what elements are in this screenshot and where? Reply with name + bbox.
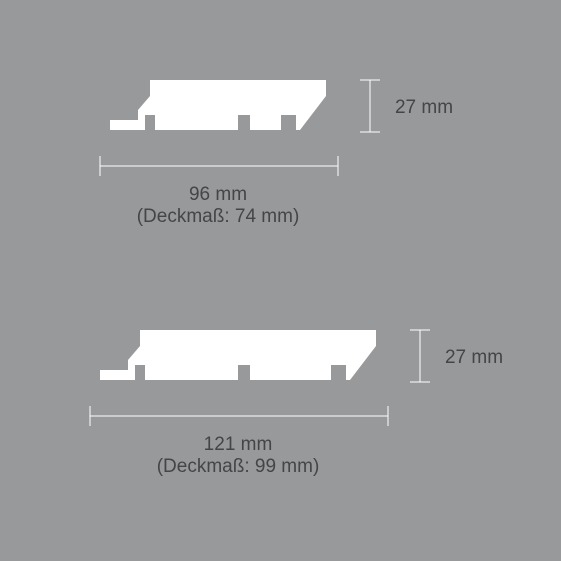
profile-2-width-label: 121 mm	[204, 434, 273, 456]
profile-1-width-label: 96 mm	[189, 184, 247, 206]
profile-1-height-label: 27 mm	[395, 97, 453, 119]
profile-2-height-label: 27 mm	[445, 347, 503, 369]
profile-1-coverage-label: (Deckmaß: 74 mm)	[137, 206, 300, 228]
profile-2-coverage-label: (Deckmaß: 99 mm)	[157, 456, 320, 478]
diagram-canvas: 96 mm (Deckmaß: 74 mm) 27 mm 121 mm (Dec…	[0, 0, 561, 561]
